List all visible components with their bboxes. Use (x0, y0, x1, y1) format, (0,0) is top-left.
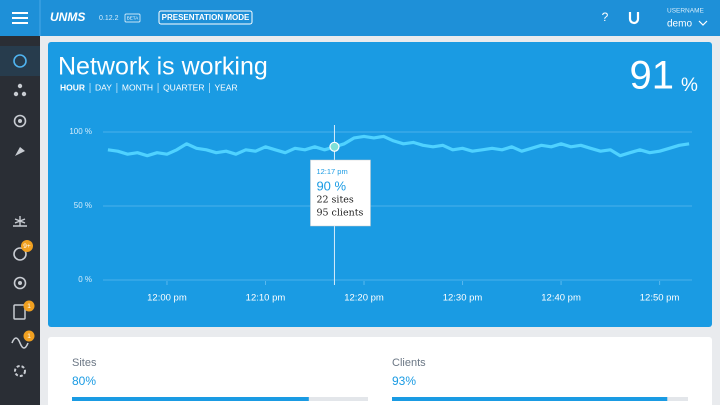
stat-label: Clients (392, 357, 426, 369)
tooltip-time: 12:17 pm (316, 167, 347, 176)
stat-value: 93% (392, 374, 416, 388)
badge (23, 330, 35, 342)
tasks-icon[interactable] (13, 247, 27, 261)
ubiquiti-icon[interactable] (628, 12, 640, 25)
range-option[interactable]: DAY (95, 82, 112, 92)
y-tick-label: 100 % (69, 127, 92, 136)
status-card (48, 42, 712, 327)
stat-value: 80% (72, 374, 96, 388)
tooltip (310, 159, 371, 227)
x-tick-label: 12:00 pm (147, 293, 187, 304)
x-tick-label: 12:30 pm (443, 293, 483, 304)
stat-bar (72, 397, 309, 401)
y-tick-label: 50 % (74, 201, 92, 210)
stat-bar (392, 397, 668, 401)
x-tick-label: 12:40 pm (541, 293, 581, 304)
hover-point (329, 141, 340, 152)
summary-unit: % (681, 75, 698, 96)
help-button[interactable]: ? (602, 10, 609, 24)
sites-icon[interactable] (13, 114, 27, 128)
badge-text: 9+ (23, 243, 31, 250)
menu-line (12, 17, 28, 19)
topology-icon[interactable] (13, 83, 27, 97)
menu-line (12, 22, 28, 24)
node (17, 83, 23, 89)
node (13, 91, 19, 97)
y-tick-label: 0 % (78, 275, 92, 284)
stat-label: Sites (72, 357, 97, 369)
mode-button[interactable] (158, 10, 253, 25)
discovery-icon-dot (18, 281, 22, 285)
version: 0.12.2 (99, 15, 119, 22)
x-tick-label: 12:50 pm (640, 293, 680, 304)
badge-text: 1 (27, 303, 31, 310)
node (21, 91, 27, 97)
logo: UNMS (50, 10, 85, 24)
menu-button[interactable] (12, 12, 28, 24)
sidebar-active (0, 46, 40, 76)
badge (21, 240, 33, 252)
x-tick-label: 12:20 pm (344, 293, 384, 304)
outages-icon[interactable] (11, 337, 29, 349)
user-name[interactable]: demo (667, 19, 692, 30)
stats-card (48, 337, 712, 405)
menu-line (12, 12, 28, 14)
range-option[interactable]: QUARTER (163, 82, 204, 92)
discovery-icon[interactable] (13, 276, 27, 290)
user-caption: USERNAME (667, 8, 705, 15)
user-chevron[interactable] (698, 20, 708, 26)
dashboard-icon[interactable] (13, 54, 27, 68)
top-bar (0, 0, 720, 36)
summary-value: 91 (630, 54, 675, 98)
settings-icon[interactable] (14, 365, 26, 377)
stats: Sites 80% Clients 93% (72, 357, 688, 401)
card-title: Network is working (58, 53, 268, 81)
tooltip-clients: 95 clients (316, 208, 363, 219)
badge (23, 300, 35, 312)
sites-icon-dot (18, 119, 22, 123)
range-option[interactable]: HOUR (60, 82, 85, 92)
antenna-icon[interactable] (15, 147, 25, 156)
devices-icon[interactable] (13, 216, 27, 227)
mode-label: PRESENTATION MODE (162, 13, 250, 22)
beta-box (124, 13, 141, 23)
badge-text: 1 (27, 333, 31, 340)
logs-icon[interactable] (13, 304, 26, 320)
x-tick-label: 12:10 pm (246, 293, 286, 304)
chart: 0 % 50 % 100 % 12:00 pm 12:10 pm 12:20 pm 12:3… (69, 125, 692, 304)
range-selector: HOUR DAY MONTH QUARTER YEAR (60, 82, 238, 93)
tooltip-sites: 22 sites (316, 195, 353, 206)
tooltip-value: 90 % (316, 178, 346, 193)
range-option[interactable]: YEAR (214, 82, 237, 92)
range-option[interactable]: MONTH (122, 82, 153, 92)
beta: BETA (127, 16, 138, 21)
series-line (107, 134, 690, 158)
